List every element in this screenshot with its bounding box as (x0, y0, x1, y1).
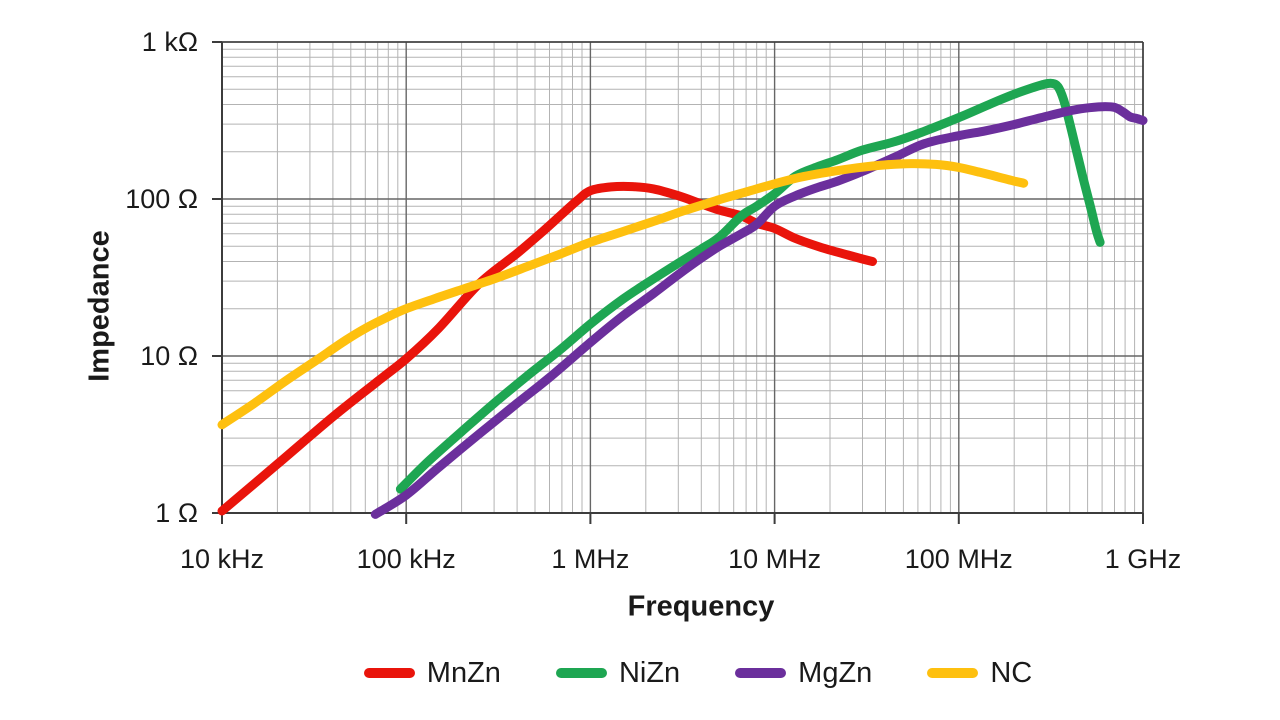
y-axis-title: Impedance (83, 230, 116, 382)
y-tick-label: 10 Ω (140, 341, 198, 371)
y-tick-label: 1 kΩ (142, 27, 198, 57)
series-line-nizn (395, 78, 1105, 494)
legend-swatch-mgzn (735, 668, 787, 678)
legend-swatch-nc (927, 668, 979, 678)
legend-label-nizn: NiZn (618, 656, 681, 689)
x-tick-label: 100 kHz (357, 544, 456, 574)
legend-label-mnzn: MnZn (426, 656, 501, 689)
legend-label-mgzn: MgZn (798, 656, 873, 689)
y-tick-label: 100 Ω (125, 184, 198, 214)
legend-label-nc: NC (990, 656, 1033, 689)
legend-item-mnzn: MnZn (363, 656, 501, 689)
legend-item-nizn: NiZn (555, 656, 681, 689)
series-line-nc (217, 159, 1029, 430)
x-tick-label: 100 MHz (905, 544, 1013, 574)
series-line-mgzn (370, 102, 1148, 519)
x-tick-label: 10 MHz (728, 544, 821, 574)
legend-item-mgzn: MgZn (735, 656, 873, 689)
series-line-mnzn (217, 181, 877, 516)
x-axis-title: Frequency (627, 590, 775, 623)
legend-swatch-mnzn (363, 668, 415, 678)
legend: MnZn NiZn MgZn NC (0, 652, 1280, 694)
y-tick-label: 1 Ω (155, 498, 198, 528)
legend-swatch-nizn (555, 668, 607, 678)
x-tick-label: 1 GHz (1105, 544, 1182, 574)
legend-item-nc: NC (927, 656, 1033, 689)
x-tick-label: 1 MHz (551, 544, 629, 574)
x-tick-label: 10 kHz (180, 544, 264, 574)
